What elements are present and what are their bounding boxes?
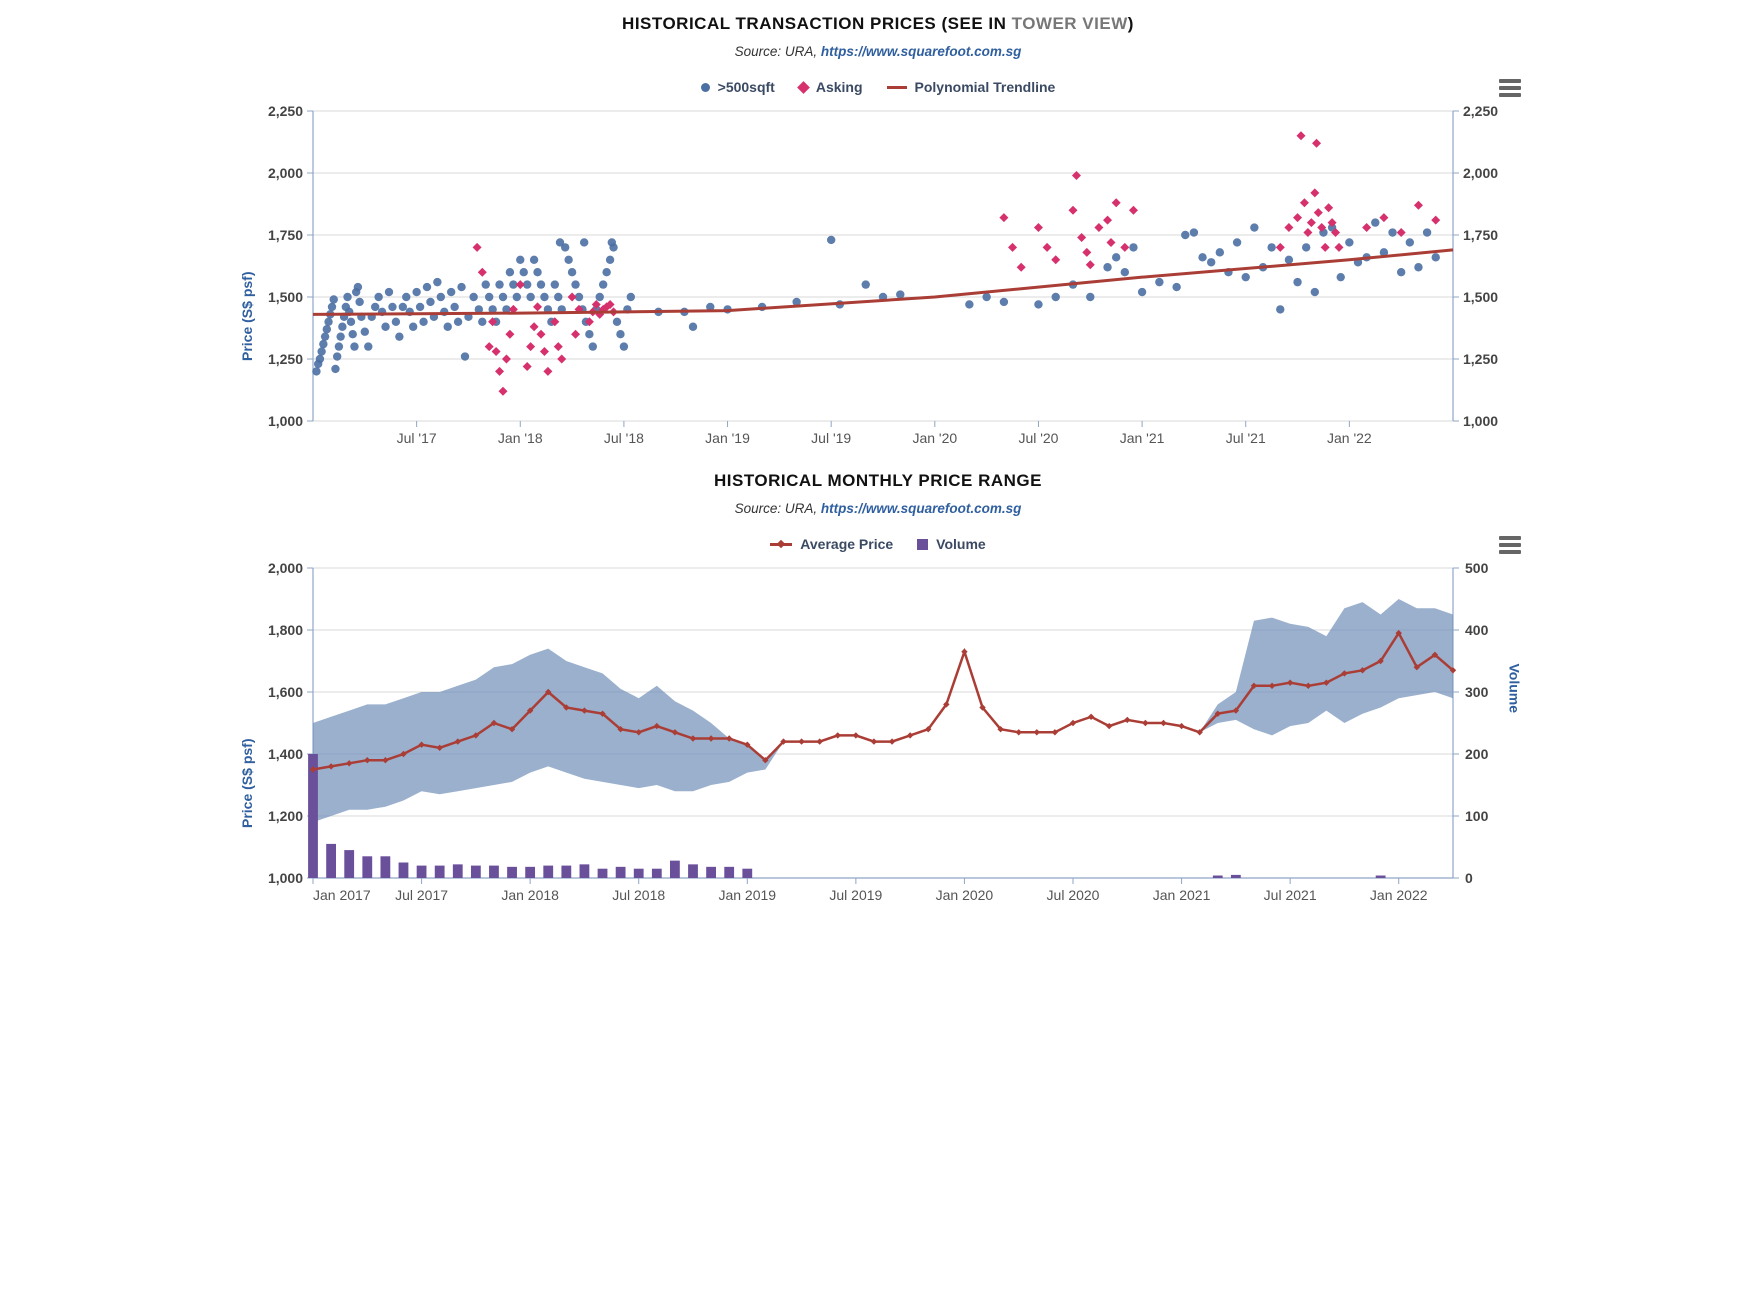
svg-text:Jan 2018: Jan 2018 [501, 887, 559, 903]
svg-text:400: 400 [1465, 622, 1489, 638]
svg-text:0: 0 [1465, 870, 1473, 886]
svg-text:Jan '19: Jan '19 [705, 430, 750, 446]
svg-text:300: 300 [1465, 684, 1489, 700]
svg-text:Jul '20: Jul '20 [1018, 430, 1058, 446]
svg-text:Jan '20: Jan '20 [912, 430, 957, 446]
svg-text:1,250: 1,250 [268, 351, 303, 367]
chart1-source: Source: URA, https://www.squarefoot.com.… [233, 44, 1523, 59]
chart2-title: HISTORICAL MONTHLY PRICE RANGE [233, 471, 1523, 491]
svg-text:Jul '17: Jul '17 [397, 430, 437, 446]
svg-text:1,500: 1,500 [268, 289, 303, 305]
svg-text:2,250: 2,250 [1463, 103, 1498, 119]
svg-text:Jan 2021: Jan 2021 [1153, 887, 1211, 903]
chart1-plot: 1,000 1,000 1,250 1,250 1,500 1,500 1,750 1,750… [233, 101, 1523, 461]
svg-text:2,250: 2,250 [268, 103, 303, 119]
svg-text:200: 200 [1465, 746, 1489, 762]
svg-text:Jul '18: Jul '18 [604, 430, 644, 446]
chart1-y-axis-label: Price (S$ psf) [239, 272, 255, 361]
svg-text:Jan '21: Jan '21 [1120, 430, 1165, 446]
chart1-legend: >500sqft Asking Polynomial Trendline [233, 79, 1523, 95]
svg-text:1,750: 1,750 [1463, 227, 1498, 243]
svg-text:1,000: 1,000 [268, 413, 303, 429]
svg-text:Jan '22: Jan '22 [1327, 430, 1372, 446]
svg-text:Jan 2020: Jan 2020 [936, 887, 994, 903]
svg-text:1,500: 1,500 [1463, 289, 1498, 305]
svg-text:Jan 2019: Jan 2019 [718, 887, 776, 903]
svg-text:Jul 2018: Jul 2018 [612, 887, 665, 903]
chart1-title: HISTORICAL TRANSACTION PRICES (SEE IN TO… [233, 14, 1523, 34]
chart1-title-link[interactable]: TOWER VIEW [1012, 14, 1128, 33]
legend-item-500sqft[interactable]: >500sqft [701, 79, 775, 95]
svg-text:2,000: 2,000 [268, 560, 303, 576]
svg-text:1,800: 1,800 [268, 622, 303, 638]
chart1-title-prefix: HISTORICAL TRANSACTION PRICES (SEE IN [622, 14, 1012, 33]
svg-text:1,250: 1,250 [1463, 351, 1498, 367]
svg-text:1,400: 1,400 [268, 746, 303, 762]
chart2-y2-axis-label: Volume [1507, 663, 1523, 713]
svg-text:Jul 2019: Jul 2019 [829, 887, 882, 903]
svg-text:2,000: 2,000 [1463, 165, 1498, 181]
svg-text:Jul 2020: Jul 2020 [1047, 887, 1100, 903]
svg-text:1,000: 1,000 [1463, 413, 1498, 429]
chart2-legend: Average Price Volume [233, 536, 1523, 552]
chart2-source-prefix: Source: URA, [735, 501, 821, 516]
chart-menu-icon[interactable] [1499, 536, 1521, 554]
svg-text:Jan 2017: Jan 2017 [313, 887, 371, 903]
legend-item-asking[interactable]: Asking [799, 79, 863, 95]
svg-text:Jul 2017: Jul 2017 [395, 887, 448, 903]
chart1-source-prefix: Source: URA, [735, 44, 821, 59]
svg-text:Jul 2021: Jul 2021 [1264, 887, 1317, 903]
svg-text:2,000: 2,000 [268, 165, 303, 181]
chart2-y1-axis-label: Price (S$ psf) [239, 739, 255, 828]
legend-item-trendline[interactable]: Polynomial Trendline [887, 79, 1056, 95]
legend-item-avg-price[interactable]: Average Price [770, 536, 893, 552]
svg-text:Jul '19: Jul '19 [811, 430, 851, 446]
chart-menu-icon[interactable] [1499, 79, 1521, 97]
svg-text:1,600: 1,600 [268, 684, 303, 700]
chart1-source-link[interactable]: https://www.squarefoot.com.sg [821, 44, 1022, 59]
chart2-source-link[interactable]: https://www.squarefoot.com.sg [821, 501, 1022, 516]
svg-text:Jan 2022: Jan 2022 [1370, 887, 1428, 903]
svg-text:1,200: 1,200 [268, 808, 303, 824]
chart-transaction-prices: HISTORICAL TRANSACTION PRICES (SEE IN TO… [233, 14, 1523, 461]
legend-item-volume[interactable]: Volume [917, 536, 986, 552]
chart2-source: Source: URA, https://www.squarefoot.com.… [233, 501, 1523, 516]
chart-monthly-price-range: HISTORICAL MONTHLY PRICE RANGE Source: U… [233, 471, 1523, 918]
svg-text:100: 100 [1465, 808, 1489, 824]
svg-text:Jul '21: Jul '21 [1226, 430, 1266, 446]
svg-text:500: 500 [1465, 560, 1489, 576]
svg-text:Jan '18: Jan '18 [498, 430, 543, 446]
svg-text:1,750: 1,750 [268, 227, 303, 243]
svg-text:1,000: 1,000 [268, 870, 303, 886]
chart2-plot: 1,000 1,200 1,400 1,600 1,800 2,000 0 100 200 300… [233, 558, 1523, 918]
chart1-title-suffix: ) [1128, 14, 1134, 33]
